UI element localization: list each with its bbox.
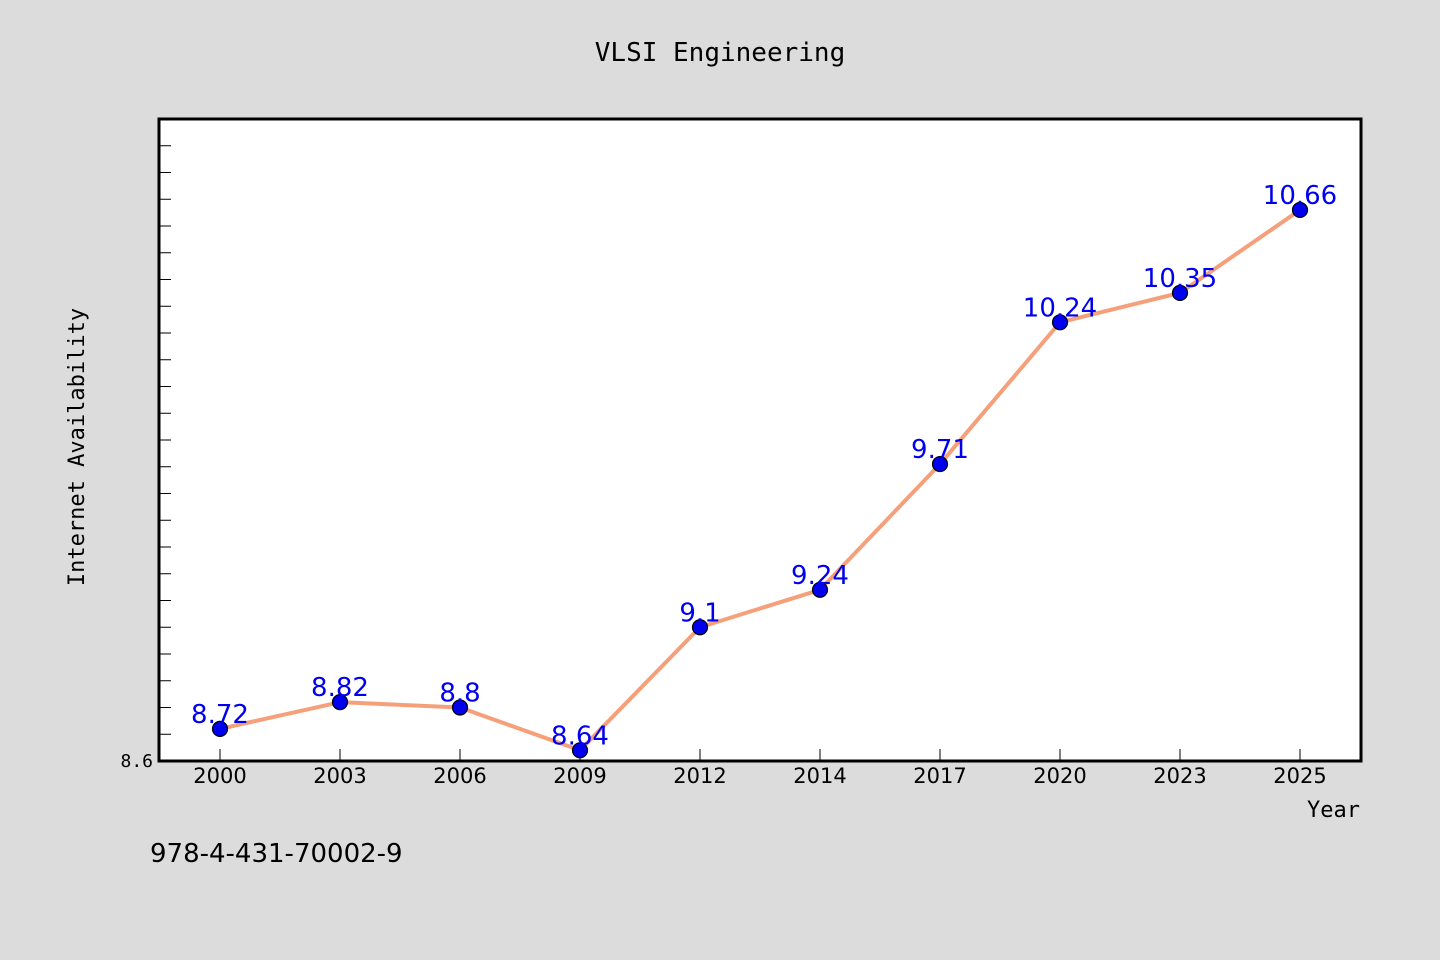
data-label: 9.1	[679, 598, 720, 628]
data-label: 10.24	[1023, 293, 1097, 323]
series-line-group	[218, 207, 1302, 753]
x-axis-label: Year	[1307, 798, 1360, 823]
x-tick-label: 2003	[313, 764, 366, 788]
data-label: 9.71	[911, 435, 969, 465]
data-label: 8.8	[439, 679, 480, 709]
series-markers	[211, 201, 1309, 759]
x-tick-label: 2000	[193, 764, 246, 788]
data-point	[451, 699, 469, 716]
data-label: 9.24	[791, 561, 849, 591]
data-labels: 8.72 8.82 8.8 8.64 9.1 9.24 9.71 10.24 10.35 10.6…	[191, 181, 1337, 751]
chart-title: VLSI Engineering	[595, 38, 845, 68]
data-point	[931, 455, 949, 473]
data-point	[211, 720, 229, 738]
data-point	[1171, 284, 1189, 301]
data-point	[571, 742, 589, 759]
x-tick-label: 2017	[913, 764, 966, 788]
x-tick-label: 2006	[433, 764, 486, 788]
y-axis-ticks: 8.6	[120, 145, 171, 772]
series-line	[218, 207, 1302, 753]
x-axis-ticks: 2000 2003 2006 2009 2012 2014 2017 2020 2023 2025	[193, 749, 1327, 788]
data-label: 8.64	[551, 721, 609, 751]
x-tick-label: 2009	[553, 764, 606, 788]
x-tick-label: 2023	[1153, 764, 1206, 788]
annotation-text: 978-4-431-70002-9	[150, 839, 403, 869]
data-label: 8.82	[311, 673, 369, 703]
data-point	[331, 694, 349, 711]
y-tick-label: 8.6	[120, 751, 153, 772]
x-tick-label: 2025	[1273, 764, 1326, 788]
data-point	[691, 619, 709, 636]
data-point	[1051, 314, 1069, 331]
data-label: 8.72	[191, 700, 249, 730]
y-axis-label: Internet Availability	[65, 308, 90, 586]
x-tick-label: 2014	[793, 764, 846, 788]
x-tick-label: 2012	[673, 764, 726, 788]
data-point	[811, 581, 829, 598]
data-point	[1291, 201, 1309, 219]
plot-area	[157, 117, 1363, 763]
data-label: 10.35	[1143, 264, 1217, 294]
data-label: 10.66	[1263, 181, 1337, 211]
x-tick-label: 2020	[1033, 764, 1086, 788]
